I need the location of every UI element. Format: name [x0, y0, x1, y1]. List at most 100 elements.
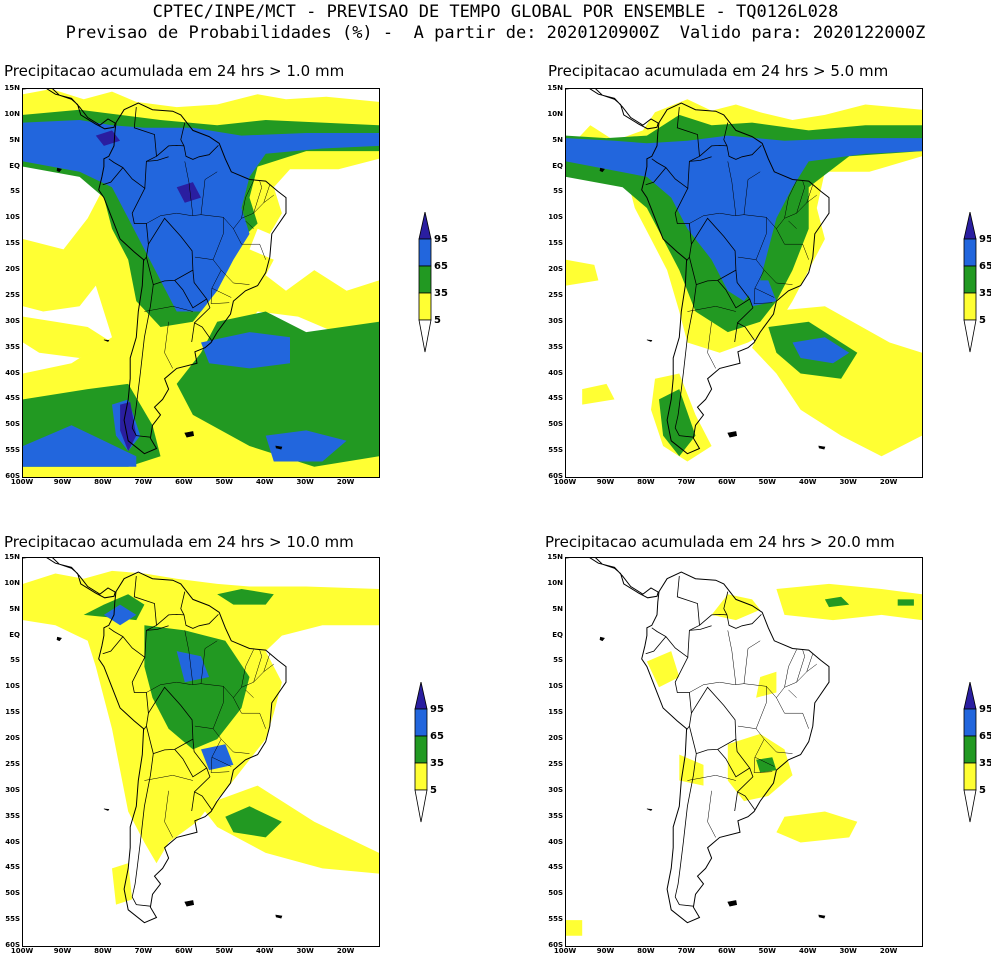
color-legend-p3: 95 65 35 5 — [414, 682, 474, 832]
legend-label: 65 — [979, 261, 991, 272]
lat-label: 15N — [4, 553, 20, 561]
lon-label: 60W — [718, 478, 736, 486]
lon-label: 60W — [718, 947, 736, 955]
lat-label: 15S — [548, 708, 563, 717]
legend-label: 35 — [430, 758, 444, 769]
probability-map-p4 — [565, 557, 923, 947]
lat-label: 25S — [5, 290, 20, 299]
lat-label: 35S — [5, 342, 20, 351]
lat-label: 10S — [548, 682, 563, 691]
lat-label: 20S — [548, 734, 563, 743]
lon-label: 20W — [879, 478, 898, 486]
legend-label: 5 — [430, 785, 437, 796]
lon-label: 60W — [175, 478, 193, 486]
lon-label: 80W — [94, 947, 112, 955]
color-legend-p2: 95 65 35 5 — [963, 212, 991, 362]
lon-label: 50W — [215, 947, 233, 955]
lon-label: 40W — [798, 947, 817, 955]
legend-label: 95 — [979, 234, 991, 245]
lon-label: 100W — [10, 478, 34, 486]
lat-label: 55S — [5, 446, 20, 455]
lon-label: 50W — [215, 478, 233, 486]
lat-label: 15N — [547, 553, 563, 561]
lon-label: 20W — [336, 478, 355, 486]
lat-label: 60S — [5, 941, 20, 949]
lat-label: 10S — [5, 682, 20, 691]
lat-label: 60S — [548, 472, 563, 480]
lon-label: 60W — [175, 947, 193, 955]
lon-label: 50W — [758, 947, 776, 955]
lat-label: 45S — [5, 863, 20, 872]
lat-label: 40S — [548, 368, 563, 377]
lat-label: 30S — [548, 316, 563, 325]
lat-label: 35S — [548, 342, 563, 351]
lon-label: 40W — [255, 947, 274, 955]
lat-label: 55S — [548, 446, 563, 455]
lat-label: 5S — [10, 656, 20, 665]
lon-label: 30W — [839, 478, 857, 486]
lat-label: 40S — [5, 837, 20, 846]
lat-label: 50S — [5, 420, 20, 429]
lat-label: 20S — [5, 734, 20, 743]
lon-label: 80W — [94, 478, 112, 486]
lon-label: 80W — [637, 947, 655, 955]
probability-map-p1 — [22, 88, 380, 478]
lon-label: 50W — [758, 478, 776, 486]
lat-label: 10N — [547, 109, 563, 118]
lat-label: 10S — [5, 213, 20, 222]
lon-label: 40W — [798, 478, 817, 486]
lat-label: 15S — [5, 708, 20, 717]
legend-label: 35 — [434, 288, 448, 299]
legend-label: 35 — [979, 758, 991, 769]
lon-label: 100W — [553, 478, 577, 486]
subtitle: Previsao de Probabilidades (%) - A parti… — [65, 23, 926, 43]
lat-label: 10N — [4, 578, 20, 587]
lat-label: 5S — [553, 656, 563, 665]
lon-label: 100W — [553, 947, 577, 955]
lat-label: 45S — [548, 394, 563, 403]
lon-label: 90W — [53, 478, 72, 486]
lat-label: 50S — [548, 889, 563, 898]
lat-label: 20S — [5, 265, 20, 274]
lat-label: 60S — [548, 941, 563, 949]
lat-label: 35S — [548, 811, 563, 820]
lat-label: 45S — [548, 863, 563, 872]
panel-title-p4: Precipitacao acumulada em 24 hrs > 20.0 … — [545, 533, 895, 551]
legend-label: 95 — [979, 704, 991, 715]
lat-label: 20S — [548, 265, 563, 274]
lat-label: 25S — [5, 759, 20, 768]
lat-label: 35S — [5, 811, 20, 820]
lat-label: 10N — [4, 109, 20, 118]
lat-label: 5N — [552, 135, 563, 144]
lon-label: 70W — [677, 947, 696, 955]
lon-label: 80W — [637, 478, 655, 486]
color-legend-p1: 95 65 35 5 — [418, 212, 478, 362]
lat-label: 55S — [5, 915, 20, 924]
lon-label: 90W — [596, 947, 615, 955]
lat-label: 5S — [553, 187, 563, 196]
lat-label: 25S — [548, 759, 563, 768]
lon-label: 30W — [296, 947, 314, 955]
lat-label: 5S — [10, 187, 20, 196]
legend-label: 5 — [434, 315, 441, 326]
lon-label: 20W — [879, 947, 898, 955]
lat-label: 45S — [5, 394, 20, 403]
legend-label: 35 — [979, 288, 991, 299]
legend-label: 65 — [979, 731, 991, 742]
lat-label: 40S — [5, 368, 20, 377]
probability-map-p2 — [565, 88, 923, 478]
lon-label: 90W — [53, 947, 72, 955]
lon-label: 90W — [596, 478, 615, 486]
lon-label: 70W — [134, 947, 153, 955]
legend-label: 5 — [979, 785, 986, 796]
lat-label: 40S — [548, 837, 563, 846]
probability-map-p3 — [22, 557, 380, 947]
lat-label: EQ — [9, 161, 20, 170]
lon-label: 100W — [10, 947, 34, 955]
lon-label: 70W — [677, 478, 696, 486]
lat-label: EQ — [552, 161, 563, 170]
main-title: CPTEC/INPE/MCT - PREVISAO DE TEMPO GLOBA… — [152, 2, 839, 22]
lat-label: 5N — [9, 604, 20, 613]
lat-label: 60S — [5, 472, 20, 480]
lat-label: 15N — [4, 84, 20, 92]
